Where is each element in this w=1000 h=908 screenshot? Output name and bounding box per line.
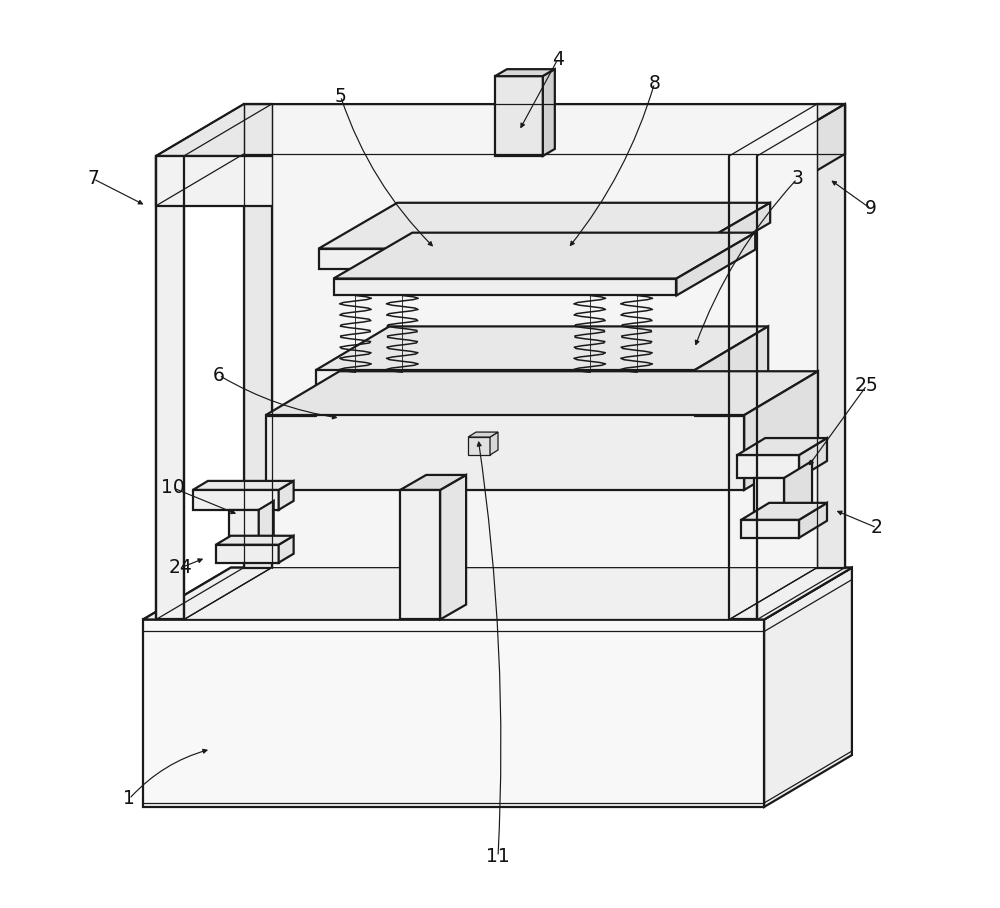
Polygon shape bbox=[737, 455, 799, 478]
Polygon shape bbox=[143, 568, 852, 619]
Text: 3: 3 bbox=[791, 170, 803, 188]
Text: 1: 1 bbox=[123, 789, 135, 808]
Polygon shape bbox=[495, 76, 543, 156]
Polygon shape bbox=[216, 545, 279, 563]
Polygon shape bbox=[319, 249, 691, 269]
Polygon shape bbox=[193, 481, 294, 490]
Polygon shape bbox=[741, 519, 799, 538]
Polygon shape bbox=[266, 415, 316, 416]
Polygon shape bbox=[694, 326, 768, 415]
Polygon shape bbox=[193, 490, 279, 509]
Polygon shape bbox=[543, 69, 555, 156]
Polygon shape bbox=[316, 326, 768, 370]
Polygon shape bbox=[764, 568, 852, 807]
Polygon shape bbox=[694, 415, 744, 416]
Polygon shape bbox=[757, 104, 845, 206]
Polygon shape bbox=[279, 481, 294, 509]
Polygon shape bbox=[737, 438, 827, 455]
Polygon shape bbox=[229, 509, 259, 545]
Polygon shape bbox=[400, 490, 440, 619]
Polygon shape bbox=[244, 104, 272, 568]
Polygon shape bbox=[259, 501, 274, 545]
Polygon shape bbox=[440, 475, 466, 619]
Text: 8: 8 bbox=[649, 74, 660, 93]
Polygon shape bbox=[316, 370, 694, 415]
Text: 5: 5 bbox=[335, 86, 346, 105]
Polygon shape bbox=[143, 619, 764, 807]
Polygon shape bbox=[216, 536, 294, 545]
Polygon shape bbox=[266, 415, 744, 490]
Polygon shape bbox=[266, 371, 818, 415]
Polygon shape bbox=[156, 104, 845, 156]
Polygon shape bbox=[744, 371, 818, 490]
Polygon shape bbox=[817, 104, 845, 568]
Polygon shape bbox=[799, 503, 827, 538]
Polygon shape bbox=[741, 503, 827, 519]
Polygon shape bbox=[784, 461, 812, 519]
Polygon shape bbox=[319, 202, 770, 249]
Polygon shape bbox=[490, 432, 498, 455]
Polygon shape bbox=[156, 156, 184, 619]
Polygon shape bbox=[468, 432, 498, 437]
Text: 2: 2 bbox=[871, 518, 883, 538]
Polygon shape bbox=[272, 104, 817, 568]
Text: 11: 11 bbox=[486, 847, 510, 866]
Text: 25: 25 bbox=[855, 376, 879, 395]
Polygon shape bbox=[143, 568, 852, 619]
Polygon shape bbox=[799, 438, 827, 478]
Polygon shape bbox=[334, 232, 755, 279]
Text: 10: 10 bbox=[161, 479, 185, 498]
Text: 7: 7 bbox=[87, 170, 99, 188]
Polygon shape bbox=[729, 156, 757, 619]
Polygon shape bbox=[156, 156, 757, 206]
Polygon shape bbox=[495, 69, 555, 76]
Polygon shape bbox=[468, 437, 490, 455]
Polygon shape bbox=[754, 478, 784, 519]
Polygon shape bbox=[676, 232, 755, 295]
Text: 24: 24 bbox=[169, 558, 193, 577]
Text: 9: 9 bbox=[865, 199, 877, 218]
Polygon shape bbox=[184, 568, 817, 619]
Polygon shape bbox=[279, 536, 294, 563]
Polygon shape bbox=[691, 202, 770, 269]
Text: 6: 6 bbox=[213, 366, 225, 385]
Polygon shape bbox=[400, 475, 466, 490]
Polygon shape bbox=[334, 279, 676, 295]
Text: 4: 4 bbox=[552, 50, 564, 69]
